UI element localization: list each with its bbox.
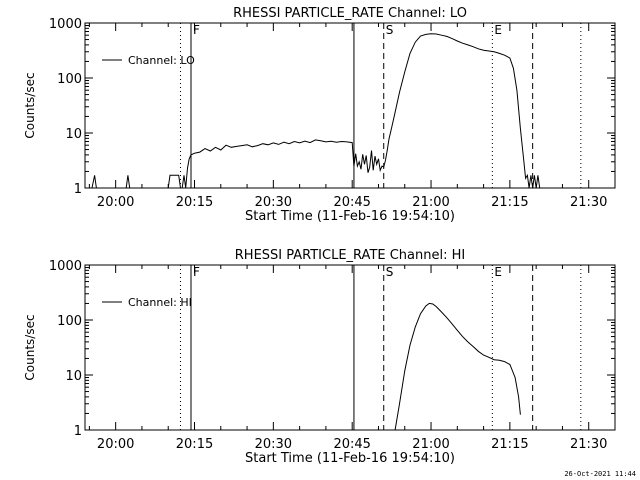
marker-label: F <box>193 265 200 279</box>
x-tick-label: 21:00 <box>412 195 449 210</box>
chart-title: RHESSI PARTICLE_RATE Channel: HI <box>235 248 465 263</box>
x-tick-label: 20:30 <box>255 437 292 452</box>
x-tick-label: 21:00 <box>412 437 449 452</box>
marker-label: S <box>386 23 394 37</box>
series-line <box>91 33 547 189</box>
x-tick-label: 20:45 <box>333 437 370 452</box>
legend-label: Channel: LO <box>128 54 195 67</box>
y-axis-label: Counts/sec <box>23 72 37 138</box>
chart-panel-2: RHESSI PARTICLE_RATE Channel: HI 1 10 100 10… <box>23 248 616 466</box>
x-axis-label: Start Time (11-Feb-16 19:54:10) <box>245 209 455 224</box>
x-axis-label: Start Time (11-Feb-16 19:54:10) <box>245 451 455 466</box>
x-tick-label: 21:30 <box>570 437 607 452</box>
x-tick-label: 20:00 <box>97 437 134 452</box>
timestamp: 26-Oct-2021 11:44 <box>564 470 636 478</box>
series-line <box>394 302 521 431</box>
plot-frame <box>84 264 616 431</box>
x-tick-label: 21:15 <box>491 195 528 210</box>
y-tick-label: 10 <box>65 369 82 384</box>
y-tick-label: 1000 <box>49 17 82 32</box>
marker-label: S <box>386 265 394 279</box>
chart-title: RHESSI PARTICLE_RATE Channel: LO <box>233 6 467 21</box>
marker-label: E <box>494 23 502 37</box>
marker-label: F <box>193 23 200 37</box>
x-tick-label: 21:30 <box>570 195 607 210</box>
y-tick-label: 100 <box>57 314 82 329</box>
y-tick-label: 100 <box>57 72 82 87</box>
chart-panel-1: RHESSI PARTICLE_RATE Channel: LO 1 10 100 10… <box>23 6 616 224</box>
y-tick-label: 10 <box>65 127 82 142</box>
y-tick-label: 1000 <box>49 259 82 274</box>
marker-label: E <box>494 265 502 279</box>
x-tick-label: 20:15 <box>176 437 213 452</box>
legend-label: Channel: HI <box>128 296 192 309</box>
x-tick-label: 20:15 <box>176 195 213 210</box>
x-tick-label: 20:00 <box>97 195 134 210</box>
x-tick-label: 21:15 <box>491 437 528 452</box>
y-tick-label: 1 <box>74 424 82 439</box>
y-axis-label: Counts/sec <box>23 314 37 380</box>
y-tick-label: 1 <box>74 182 82 197</box>
x-tick-label: 20:30 <box>255 195 292 210</box>
plot-frame <box>84 22 616 189</box>
x-tick-label: 20:45 <box>333 195 370 210</box>
